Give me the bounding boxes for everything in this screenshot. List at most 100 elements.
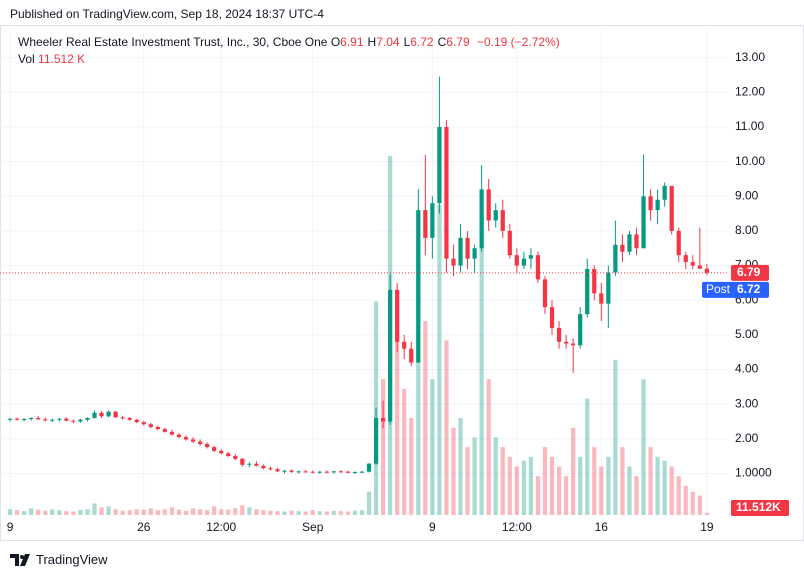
volume-bar: [627, 466, 632, 515]
volume-bar: [549, 456, 555, 515]
volume-bar: [338, 511, 343, 515]
volume-bar: [99, 507, 104, 515]
x-tick-label: 12:00: [206, 520, 236, 534]
candle-body: [514, 255, 519, 266]
volume-bar: [120, 510, 125, 515]
candle-body: [430, 203, 435, 238]
candle-body: [486, 189, 491, 221]
volume-bar: [634, 476, 639, 515]
candle-body: [380, 418, 386, 422]
volume-bar: [261, 510, 266, 515]
volume-bar: [303, 511, 308, 515]
volume-bar: [233, 508, 238, 515]
candle-body: [212, 447, 217, 451]
volume-bar: [7, 509, 13, 515]
candle-body: [507, 230, 512, 256]
candle-body: [578, 314, 583, 346]
volume-bar: [359, 510, 365, 515]
candle-body: [219, 450, 224, 454]
volume-bar: [458, 418, 463, 515]
candle-body: [190, 439, 196, 442]
volume-bar: [85, 509, 90, 515]
y-tick-label: 3.00: [735, 396, 759, 410]
candle-body: [282, 470, 287, 472]
x-tick-label: 19: [700, 520, 714, 534]
candle-body: [92, 412, 97, 418]
candle-body: [43, 419, 48, 421]
volume-bar: [592, 447, 597, 515]
tradingview-logo[interactable]: TradingView: [10, 552, 108, 567]
candle-body: [599, 293, 604, 304]
volume-bar: [563, 476, 569, 515]
volume-bar: [212, 506, 217, 515]
volume-bar: [521, 460, 526, 515]
candle-body: [402, 341, 407, 349]
volume-bar: [493, 437, 498, 515]
candle-body: [289, 470, 294, 473]
candle-body: [613, 244, 618, 273]
candle-body: [528, 255, 534, 259]
candle-body: [549, 307, 555, 328]
volume-bar: [697, 495, 702, 515]
volume-bar: [613, 359, 618, 515]
candle-body: [458, 237, 463, 266]
candle-body: [395, 289, 400, 342]
volume-bar: [176, 509, 182, 515]
y-tick-label: 2.00: [735, 431, 759, 445]
volume-bar: [78, 509, 83, 515]
x-tick-label: 9: [7, 520, 14, 534]
candle-body: [247, 463, 252, 465]
volume-bar: [514, 466, 519, 515]
volume-bar: [155, 510, 160, 515]
candle-body: [106, 411, 111, 417]
volume-tag: [731, 500, 789, 516]
candle-body: [521, 258, 526, 266]
volume-bar: [542, 447, 548, 515]
volume-bar: [190, 508, 196, 515]
candle-body: [359, 471, 365, 473]
candle-body: [556, 327, 562, 342]
candle-body: [85, 418, 90, 420]
candle-body: [465, 237, 470, 259]
candle-body: [493, 210, 498, 221]
candle-body: [134, 419, 139, 423]
volume-bar: [430, 379, 435, 515]
post-label: Post: [706, 282, 731, 296]
post-tag: [702, 281, 769, 298]
candle-body: [388, 289, 393, 422]
volume-bar: [64, 511, 69, 515]
ohlc-legend: O6.91 H7.04 L6.72 C6.79: [331, 35, 474, 49]
candle-body: [409, 348, 414, 363]
candle-body: [627, 234, 632, 252]
volume-bar: [92, 503, 97, 515]
candle-body: [634, 234, 639, 249]
last-price-tag: [731, 264, 769, 281]
candle-body: [444, 127, 449, 259]
candle-body: [226, 453, 231, 457]
volume-bar: [113, 509, 118, 515]
candle-body: [535, 255, 541, 280]
candle-body: [479, 189, 484, 249]
candle-body: [261, 465, 266, 469]
volume-bar: [486, 379, 491, 515]
y-tick-label: 1.0000: [735, 466, 772, 480]
volume-bar: [366, 491, 372, 515]
y-tick-label: 10.00: [735, 154, 765, 168]
candle-body: [571, 343, 576, 346]
candle-body: [620, 244, 625, 252]
volume-bar: [585, 398, 590, 515]
symbol-title: Wheeler Real Estate Investment Trust, In…: [18, 35, 328, 49]
candle-body: [563, 341, 569, 344]
ohlc-value: 7.04: [376, 35, 400, 49]
volume-bar: [437, 204, 442, 515]
ohlc-value: 6.79: [446, 35, 470, 49]
volume-bar: [395, 340, 400, 515]
candle-body: [240, 458, 245, 465]
volume-bar: [162, 509, 168, 515]
candle-body: [303, 471, 308, 473]
volume-bar: [29, 508, 34, 515]
post-price-label: 6.72: [737, 282, 761, 296]
volume-bar: [148, 508, 153, 515]
